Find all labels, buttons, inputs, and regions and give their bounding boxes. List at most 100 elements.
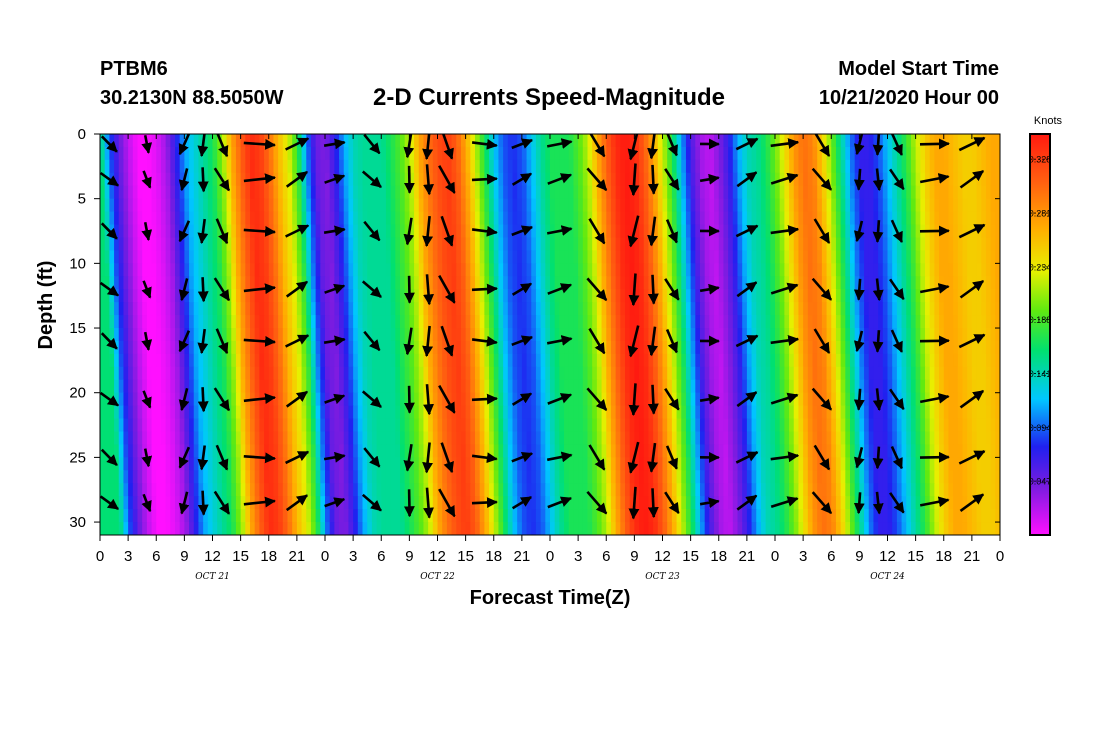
- heatmap-cell: [559, 250, 565, 264]
- heatmap-cell: [189, 211, 195, 226]
- heatmap-cell: [198, 353, 204, 368]
- heatmap-cell: [690, 353, 696, 368]
- heatmap-cell: [939, 431, 945, 446]
- heatmap-cell: [765, 315, 771, 329]
- heatmap-cell: [700, 328, 706, 342]
- heatmap-cell: [789, 328, 795, 342]
- heatmap-cell: [250, 211, 256, 226]
- heatmap-cell: [582, 276, 589, 290]
- heatmap-cell: [175, 250, 181, 264]
- heatmap-cell: [165, 340, 171, 355]
- heatmap-cell: [821, 211, 828, 226]
- heatmap-cell: [376, 444, 382, 458]
- heatmap-cell: [826, 444, 832, 458]
- heatmap-cell: [859, 379, 865, 394]
- heatmap-cell: [287, 444, 293, 458]
- heatmap-cell: [564, 250, 570, 264]
- heatmap-cell: [334, 134, 340, 148]
- heatmap-cell: [859, 237, 865, 252]
- heatmap-cell: [901, 146, 907, 161]
- heatmap-cell: [175, 379, 181, 394]
- heatmap-cell: [550, 159, 556, 174]
- heatmap-cell: [132, 198, 139, 213]
- heatmap-cell: [315, 237, 321, 252]
- heatmap-cell: [803, 185, 809, 200]
- heatmap-cell: [610, 418, 617, 433]
- heatmap-cell: [934, 405, 940, 420]
- heatmap-cell: [554, 366, 560, 381]
- heatmap-cell: [985, 353, 992, 368]
- heatmap-cell: [746, 366, 753, 381]
- heatmap-cell: [554, 340, 560, 355]
- heatmap-cell: [831, 328, 837, 342]
- heatmap-cell: [104, 457, 110, 471]
- heatmap-cell: [240, 263, 246, 277]
- heatmap-cell: [414, 211, 420, 226]
- heatmap-cell: [845, 353, 851, 368]
- heatmap-cell: [451, 328, 457, 342]
- heatmap-cell: [864, 379, 870, 394]
- heatmap-cell: [756, 315, 762, 329]
- heatmap-cell: [976, 302, 982, 316]
- heatmap-cell: [296, 328, 303, 342]
- heatmap-cell: [460, 237, 467, 252]
- heatmap-cell: [254, 276, 260, 290]
- heatmap-cell: [662, 379, 668, 394]
- heatmap-cell: [517, 237, 523, 252]
- heatmap-cell: [460, 198, 467, 213]
- heatmap-cell: [564, 353, 570, 368]
- heatmap-cell: [915, 353, 921, 368]
- heatmap-cell: [292, 315, 298, 329]
- heatmap-cell: [728, 250, 734, 264]
- heatmap-cell: [704, 379, 710, 394]
- heatmap-cell: [231, 405, 237, 420]
- heatmap-cell: [779, 315, 785, 329]
- heatmap-cell: [160, 392, 167, 407]
- heatmap-cell: [165, 276, 171, 290]
- heatmap-cell: [784, 418, 790, 433]
- heatmap-cell: [971, 185, 978, 200]
- heatmap-cell: [878, 211, 884, 226]
- heatmap-cell: [414, 315, 420, 329]
- heatmap-cell: [615, 405, 621, 420]
- heatmap-cell: [245, 405, 251, 420]
- heatmap-cell: [207, 302, 214, 316]
- heatmap-cell: [868, 146, 875, 161]
- heatmap-cell: [371, 353, 378, 368]
- heatmap-cell: [146, 379, 153, 394]
- heatmap-cell: [615, 211, 621, 226]
- heatmap-cell: [704, 444, 710, 458]
- heatmap-cell: [568, 185, 575, 200]
- heatmap-cell: [985, 315, 992, 329]
- heatmap-cell: [146, 211, 153, 226]
- heatmap-cell: [109, 444, 115, 458]
- heatmap-cell: [812, 237, 818, 252]
- heatmap-cell: [662, 392, 668, 407]
- heatmap-cell: [203, 159, 209, 174]
- heatmap-cell: [901, 224, 907, 239]
- heatmap-cell: [967, 302, 973, 316]
- heatmap-cell: [404, 379, 410, 394]
- heatmap-cell: [896, 263, 903, 277]
- heatmap-cell: [203, 198, 209, 213]
- heatmap-cell: [245, 340, 251, 355]
- heatmap-cell: [334, 159, 340, 174]
- heatmap-cell: [315, 185, 321, 200]
- heatmap-cell: [104, 263, 110, 277]
- heatmap-cell: [325, 405, 331, 420]
- heatmap-cell: [118, 159, 125, 174]
- heatmap-cell: [587, 289, 593, 303]
- heatmap-cell: [385, 211, 392, 226]
- heatmap-cell: [906, 263, 912, 277]
- heatmap-cell: [550, 392, 556, 407]
- heatmap-cell: [348, 250, 354, 264]
- heatmap-cell: [709, 198, 715, 213]
- heatmap-cell: [892, 418, 898, 433]
- heatmap-cell: [137, 444, 143, 458]
- heatmap-cell: [840, 379, 846, 394]
- heatmap-cell: [826, 198, 832, 213]
- heatmap-cell: [170, 276, 176, 290]
- heatmap-cell: [775, 263, 781, 277]
- heatmap-cell: [423, 366, 429, 381]
- speed-heatmap: [100, 134, 1000, 535]
